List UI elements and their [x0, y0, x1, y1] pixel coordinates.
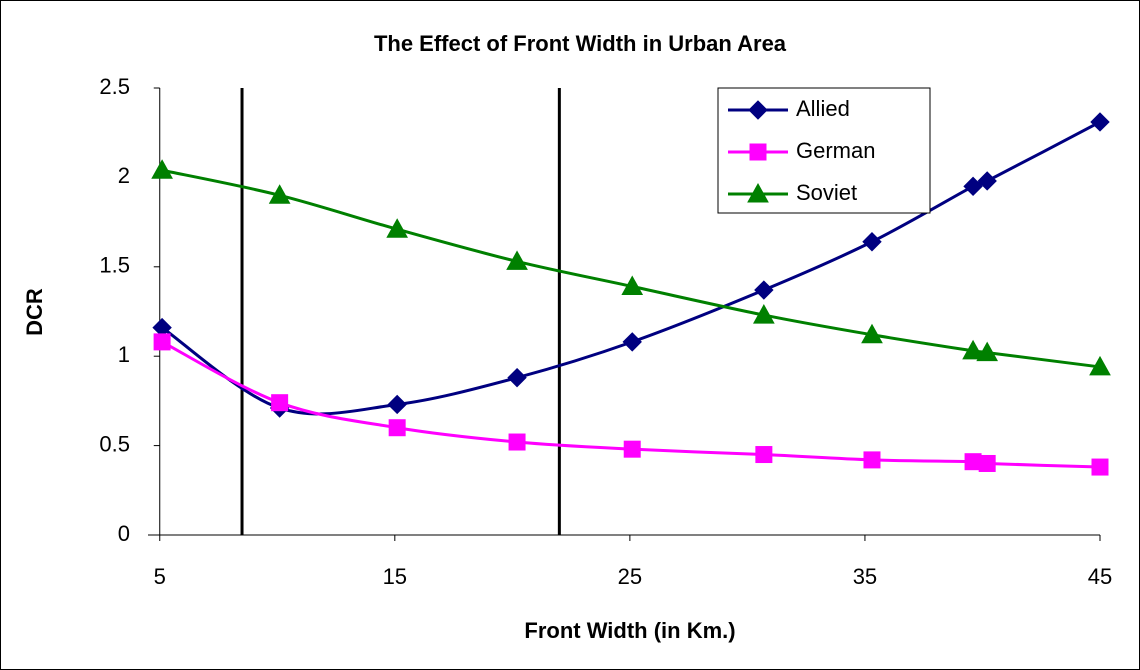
y-tick-label: 0.5 [99, 431, 130, 456]
marker [508, 433, 526, 451]
marker [268, 184, 291, 204]
marker [977, 171, 997, 191]
marker [962, 339, 984, 360]
marker [754, 280, 774, 300]
x-tick-label: 15 [383, 564, 407, 589]
marker [862, 232, 882, 252]
marker [861, 323, 883, 344]
marker [863, 451, 881, 469]
marker [623, 440, 641, 458]
marker [976, 341, 999, 362]
marker [506, 250, 528, 270]
marker [753, 304, 775, 324]
x-axis-label: Front Width (in Km.) [524, 618, 735, 643]
x-tick-label: 45 [1088, 564, 1112, 589]
marker [748, 100, 768, 120]
y-tick-label: 2 [118, 163, 130, 188]
marker [978, 454, 996, 472]
marker [621, 275, 644, 295]
marker [386, 218, 409, 238]
marker [755, 446, 773, 464]
legend-label: Soviet [796, 180, 857, 205]
marker [507, 367, 527, 388]
x-tick-label: 35 [853, 564, 877, 589]
marker [1091, 458, 1109, 476]
marker [387, 394, 407, 415]
marker [388, 419, 406, 437]
marker [1089, 355, 1111, 376]
y-tick-label: 0 [118, 521, 130, 546]
y-tick-label: 2.5 [99, 74, 130, 99]
marker [271, 394, 289, 412]
x-tick-label: 5 [154, 564, 166, 589]
legend-label: German [796, 138, 875, 163]
marker [153, 333, 171, 351]
marker [963, 176, 983, 197]
marker [747, 182, 769, 203]
marker [622, 332, 642, 352]
legend-label: Allied [796, 96, 850, 121]
chart-title: The Effect of Front Width in Urban Area [374, 31, 787, 56]
marker [964, 453, 982, 471]
x-tick-label: 25 [618, 564, 642, 589]
marker [151, 159, 173, 179]
y-tick-label: 1.5 [99, 253, 130, 278]
series-line [161, 168, 1101, 369]
y-tick-label: 1 [118, 342, 130, 367]
y-axis-label: DCR [22, 288, 47, 336]
marker [749, 143, 767, 161]
marker [1090, 112, 1110, 132]
